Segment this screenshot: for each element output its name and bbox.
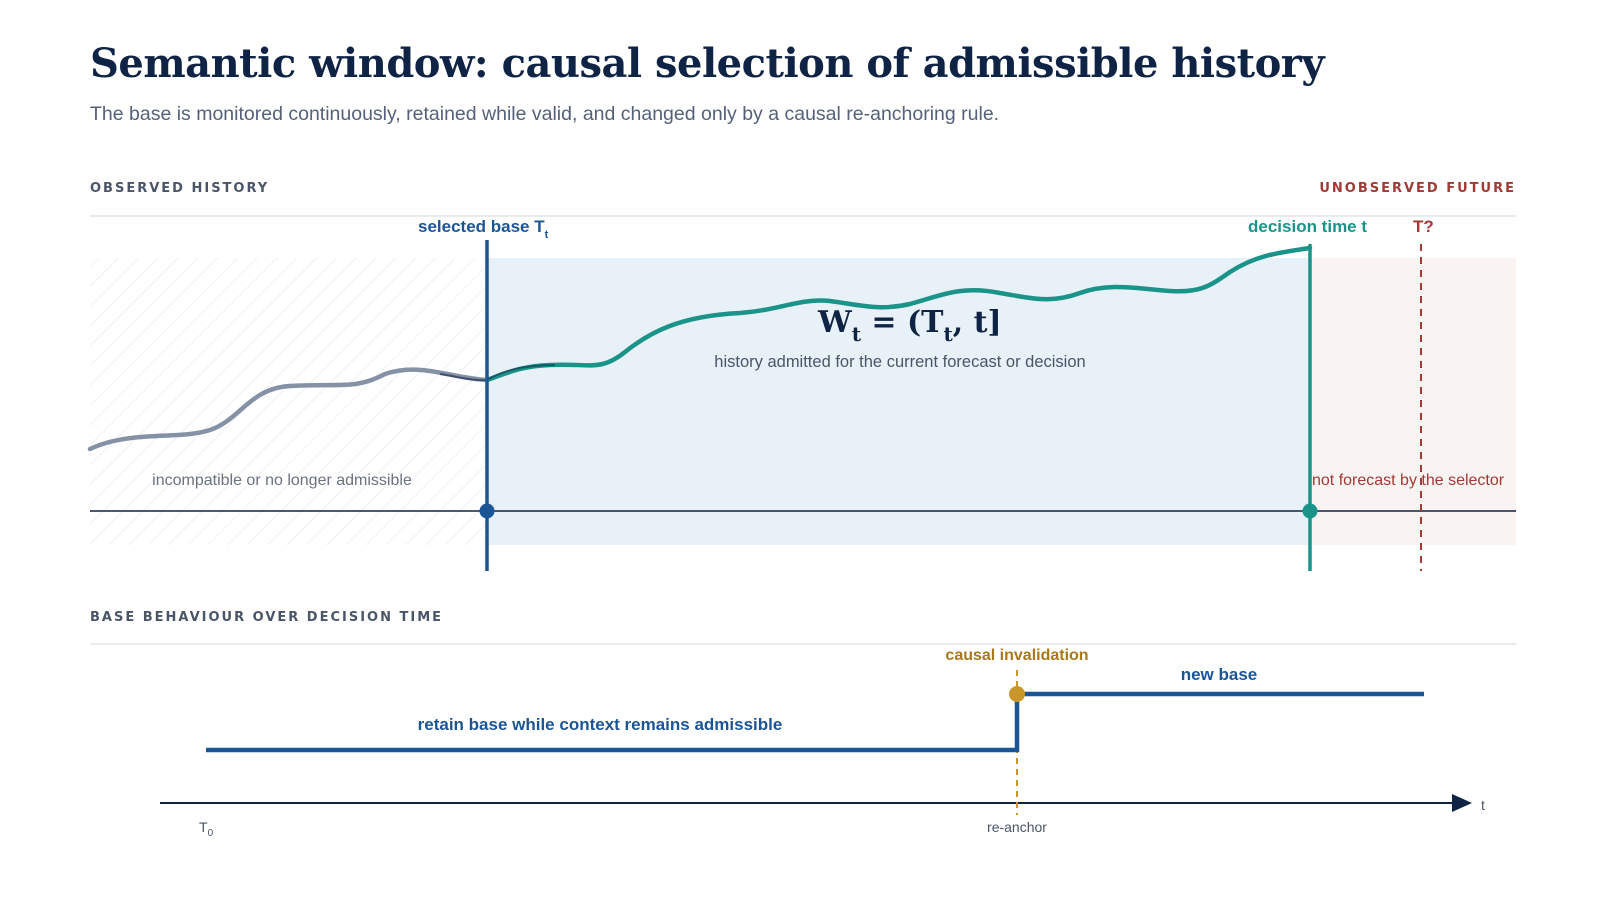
base-overlap-trace: [486, 364, 556, 381]
unobserved-future-heading: UNOBSERVED FUTURE: [1319, 181, 1516, 196]
t0-label: T0: [199, 819, 214, 839]
window-caption: history admitted for the current forecas…: [714, 353, 1085, 371]
time-axis-arrowhead: [1452, 794, 1472, 812]
selected-base-label: selected base Tt: [418, 217, 549, 241]
future-caption: not forecast by the selector: [1312, 472, 1505, 489]
page-title: Semantic window: causal selection of adm…: [90, 40, 1325, 87]
future-region: [1310, 258, 1516, 545]
re-anchor-label: re-anchor: [987, 819, 1047, 835]
causal-invalidation-label: causal invalidation: [945, 647, 1088, 664]
admitted-history-curve: [484, 245, 1313, 383]
excluded-history-region: [90, 258, 487, 545]
base-behaviour-heading: BASE BEHAVIOUR OVER DECISION TIME: [90, 610, 443, 625]
time-axis-label: t: [1481, 797, 1485, 813]
new-base-label: new base: [1181, 665, 1258, 684]
observed-history-heading: OBSERVED HISTORY: [90, 181, 269, 196]
base-step-line: [206, 691, 1424, 753]
future-base-label: T?: [1413, 217, 1434, 236]
decision-time-dot: [1302, 503, 1318, 519]
retain-base-label: retain base while context remains admiss…: [418, 715, 783, 734]
inadmissible-history-curve: [87, 367, 490, 452]
page-subtitle: The base is monitored continuously, reta…: [90, 103, 1000, 125]
invalidation-dot: [1009, 686, 1025, 702]
history-overlap-trace: [439, 373, 488, 382]
semantic-window-region: [487, 258, 1310, 545]
decision-time-label: decision time t: [1248, 217, 1367, 236]
excluded-caption: incompatible or no longer admissible: [152, 472, 412, 489]
window-formula: Wt = (Tt, t]: [817, 305, 1002, 346]
selected-base-dot: [479, 503, 495, 519]
